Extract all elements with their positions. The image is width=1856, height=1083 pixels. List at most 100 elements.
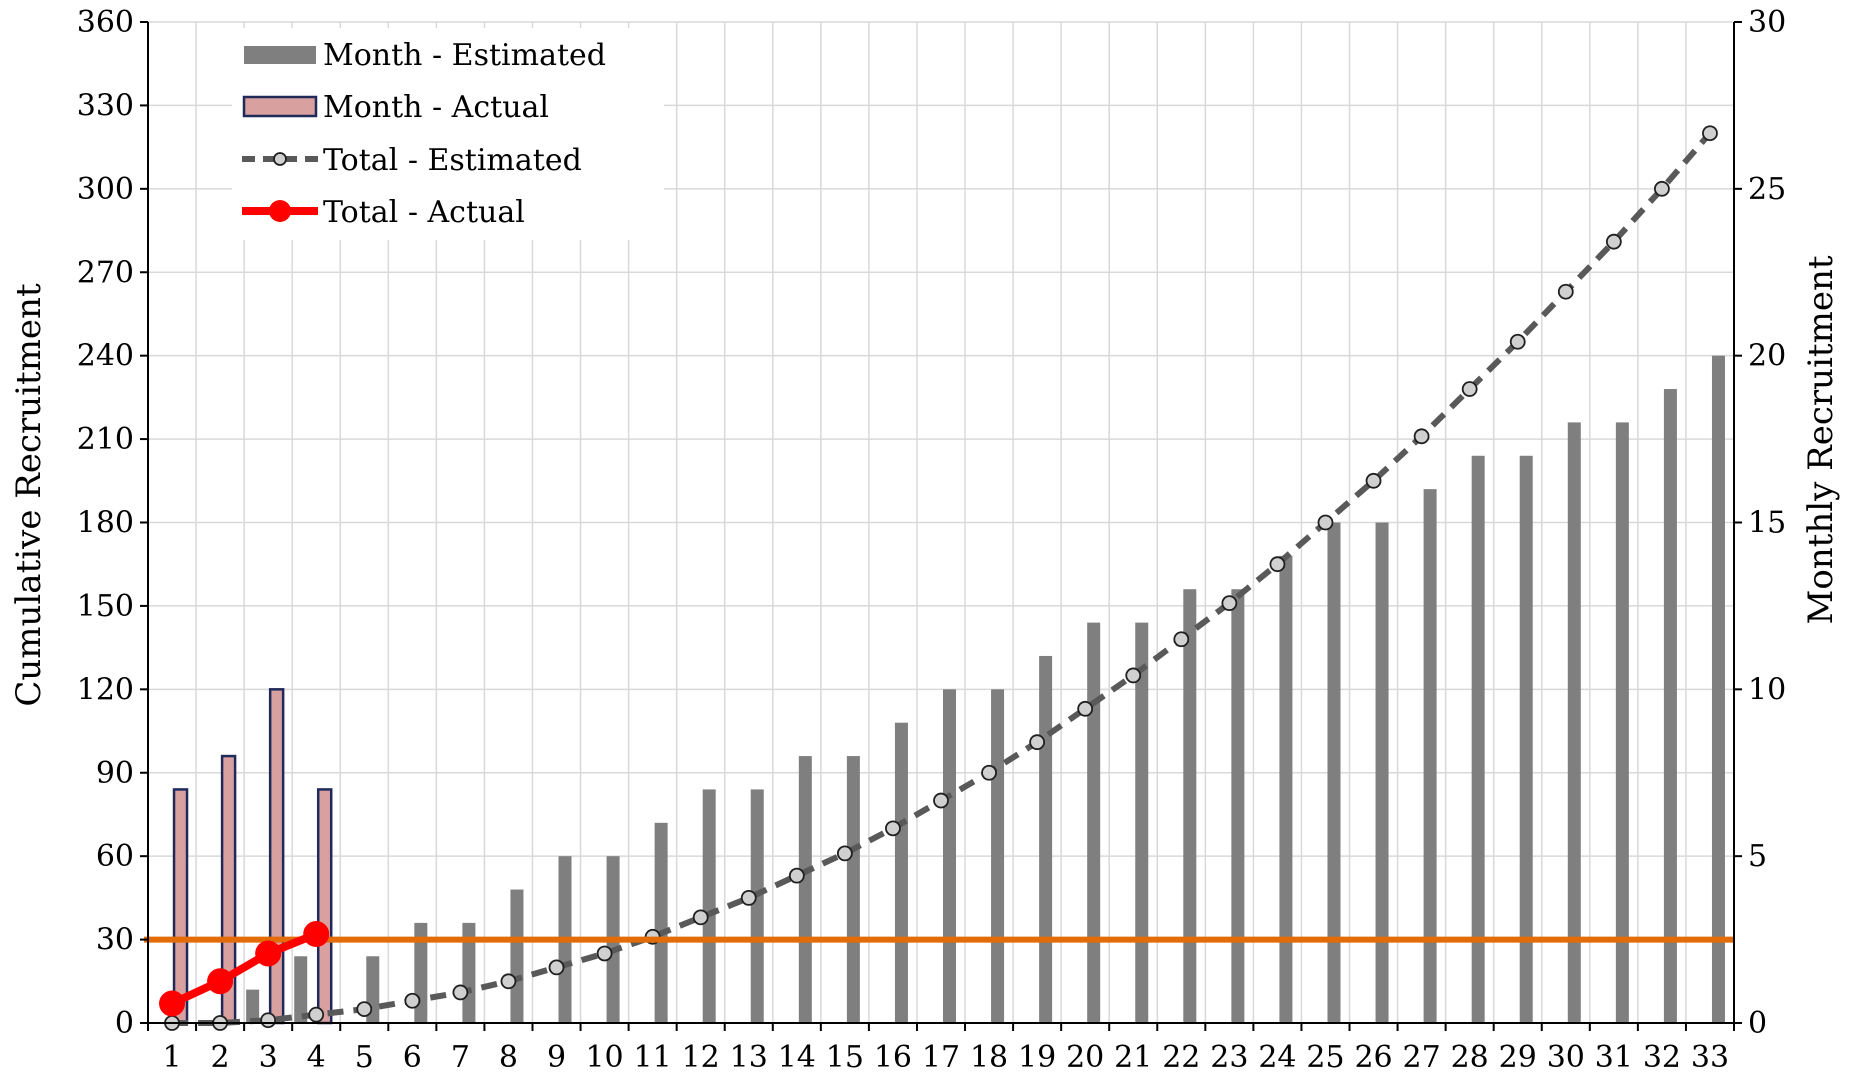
- point-total-estimated: [1605, 233, 1622, 250]
- x-tick-label: 26: [1354, 1040, 1392, 1075]
- point-total-estimated: [356, 1001, 373, 1017]
- point-total-actual: [255, 940, 282, 967]
- y-tick-label-left: 30: [96, 923, 134, 958]
- point-total-estimated: [740, 889, 757, 906]
- point-total-estimated: [788, 867, 805, 884]
- x-tick-label: 6: [403, 1040, 422, 1075]
- x-tick-label: 28: [1451, 1040, 1489, 1075]
- y-tick-label-left: 240: [77, 339, 134, 374]
- legend: Month - Estimated Month - Actual Total -…: [232, 28, 664, 240]
- y-tick-label-right: 0: [1748, 1006, 1767, 1041]
- bar-month-estimated: [1375, 522, 1389, 1023]
- bar-month-estimated: [1615, 422, 1629, 1023]
- bar-month-estimated: [750, 789, 764, 1023]
- x-tick-label: 14: [778, 1040, 816, 1075]
- x-tick-label: 7: [451, 1040, 470, 1075]
- point-total-estimated: [1365, 472, 1382, 489]
- y-tick-label-left: 90: [96, 756, 134, 791]
- legend-label-month-actual: Month - Actual: [323, 90, 549, 125]
- x-tick-label: 10: [585, 1040, 623, 1075]
- x-tick-label: 4: [307, 1040, 326, 1075]
- x-tick-label: 12: [682, 1040, 720, 1075]
- bar-month-estimated: [846, 756, 860, 1023]
- bar-month-estimated: [654, 822, 668, 1023]
- bar-month-estimated: [1039, 655, 1053, 1023]
- y-tick-label-right: 5: [1748, 839, 1767, 874]
- point-total-estimated: [404, 992, 421, 1009]
- x-tick-label: 18: [970, 1040, 1008, 1075]
- x-tick-label: 21: [1114, 1040, 1152, 1075]
- point-total-estimated: [981, 764, 997, 781]
- line-total-actual: [170, 930, 318, 1008]
- total-estimated-line: [164, 125, 1718, 1031]
- x-tick-label: 17: [922, 1040, 960, 1075]
- bar-month-estimated: [1711, 355, 1725, 1024]
- x-tick-label: 27: [1403, 1040, 1441, 1075]
- legend-item-month-estimated: Month - Estimated: [244, 38, 606, 73]
- bar-month-estimated: [943, 689, 956, 1023]
- point-total-estimated: [1221, 595, 1238, 612]
- bar-month-estimated: [1183, 589, 1197, 1023]
- y-tick-label-right: 30: [1748, 5, 1786, 40]
- legend-item-month-actual: Month - Actual: [242, 90, 549, 125]
- y-tick-label-left: 360: [77, 5, 134, 40]
- bar-month-estimated: [1471, 455, 1485, 1023]
- bar-month-estimated: [1423, 489, 1437, 1024]
- point-total-estimated: [1654, 180, 1670, 197]
- x-tick-label: 9: [547, 1040, 566, 1075]
- legend-marker-total-estimated: [273, 152, 287, 166]
- bar-month-estimated: [991, 689, 1005, 1023]
- bar-month-estimated: [1231, 589, 1245, 1023]
- legend-label-total-estimated: Total - Estimated: [323, 143, 582, 178]
- bar-month-estimated: [294, 956, 308, 1023]
- y-axis-right-title: Monthly Recruitment: [1801, 255, 1841, 624]
- point-total-estimated: [1557, 283, 1574, 300]
- point-total-estimated: [452, 984, 469, 1001]
- point-total-actual: [303, 921, 330, 948]
- x-tick-label: 1: [162, 1040, 181, 1075]
- point-total-estimated: [308, 1006, 325, 1023]
- bar-month-estimated: [510, 889, 524, 1023]
- point-total-estimated: [548, 959, 565, 976]
- point-total-estimated: [1269, 556, 1286, 573]
- y-tick-label-right: 15: [1748, 506, 1786, 541]
- point-total-estimated: [260, 1012, 277, 1029]
- point-total-estimated: [1125, 667, 1142, 684]
- legend-swatch-month-estimated: [244, 46, 316, 64]
- x-tick-label: 32: [1643, 1040, 1681, 1075]
- legend-item-total-actual: Total - Actual: [242, 195, 525, 230]
- legend-label-total-actual: Total - Actual: [323, 195, 525, 230]
- y-tick-label-left: 120: [77, 672, 134, 707]
- x-tick-label: 31: [1595, 1040, 1633, 1075]
- bar-month-actual: [172, 788, 189, 1025]
- x-tick-label: 24: [1258, 1040, 1296, 1075]
- tick-labels: 0306090120150180210240270300330360051015…: [77, 5, 1786, 1075]
- y-tick-label-right: 25: [1748, 172, 1786, 207]
- total-actual-line: [159, 921, 330, 1017]
- legend-marker-total-actual: [269, 200, 291, 222]
- bar-month-estimated: [1663, 389, 1677, 1023]
- x-tick-label: 22: [1162, 1040, 1200, 1075]
- x-tick-label: 3: [259, 1040, 278, 1075]
- x-tick-label: 5: [355, 1040, 374, 1075]
- axes: [140, 21, 1742, 1031]
- x-tick-label: 15: [826, 1040, 864, 1075]
- point-total-estimated: [885, 820, 901, 837]
- x-tick-label: 16: [874, 1040, 912, 1075]
- bar-month-estimated: [246, 989, 260, 1023]
- y-tick-label-left: 330: [77, 88, 134, 123]
- point-total-estimated: [692, 909, 709, 926]
- bar-month-estimated: [1087, 622, 1101, 1023]
- bar-month-estimated: [1279, 555, 1293, 1023]
- bar-month-estimated: [1327, 522, 1341, 1023]
- x-tick-label: 23: [1210, 1040, 1248, 1075]
- y-tick-label-left: 0: [115, 1006, 134, 1041]
- x-tick-label: 2: [211, 1040, 230, 1075]
- legend-swatch-month-actual: [242, 95, 318, 118]
- bar-month-estimated: [702, 789, 716, 1023]
- x-tick-label: 29: [1499, 1040, 1537, 1075]
- y-tick-label-left: 180: [77, 506, 134, 541]
- point-total-estimated: [1029, 734, 1046, 751]
- point-total-estimated: [596, 945, 613, 962]
